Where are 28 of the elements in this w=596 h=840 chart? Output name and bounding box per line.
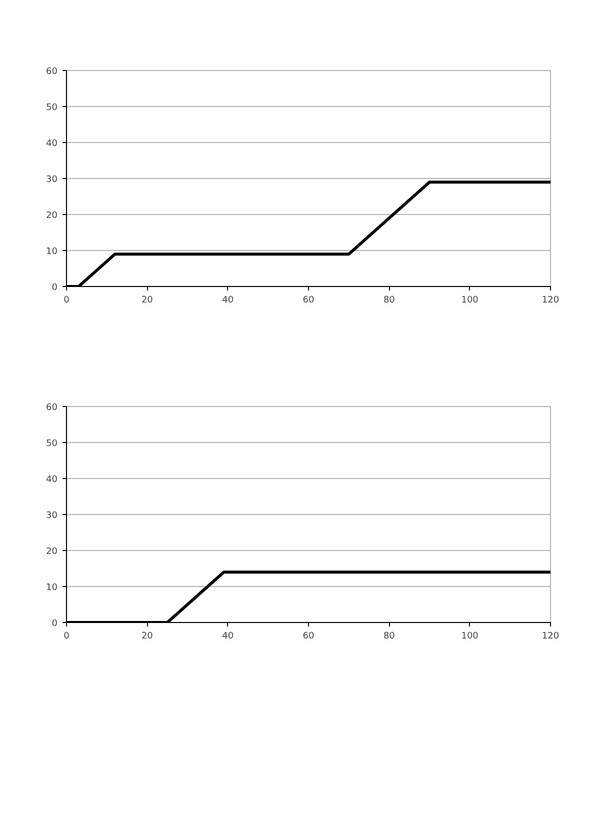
y-tick-label: 10 (46, 247, 58, 257)
x-tick-label: 40 (222, 296, 234, 306)
x-tick-label: 80 (383, 296, 396, 306)
x-tick-label: 120 (542, 632, 560, 642)
y-tick-label: 60 (46, 67, 58, 77)
x-tick-label: 40 (222, 632, 234, 642)
x-tick-label: 20 (141, 296, 154, 306)
x-tick-label: 100 (461, 296, 479, 306)
x-tick-label: 60 (302, 296, 314, 306)
x-tick-label: 0 (64, 632, 70, 642)
y-tick-label: 0 (52, 619, 58, 629)
y-tick-label: 50 (46, 439, 58, 449)
x-tick-label: 0 (64, 296, 70, 306)
y-tick-label: 40 (46, 475, 58, 485)
x-tick-label: 80 (383, 632, 396, 642)
y-tick-label: 60 (46, 403, 58, 413)
y-tick-label: 20 (46, 547, 58, 557)
y-tick-label: 30 (46, 175, 58, 185)
y-tick-label: 50 (46, 103, 58, 113)
y-tick-label: 30 (46, 511, 58, 521)
y-tick-label: 10 (46, 583, 58, 593)
x-tick-label: 120 (542, 296, 560, 306)
y-tick-label: 0 (52, 283, 58, 293)
y-tick-label: 20 (46, 211, 58, 221)
y-tick-label: 40 (46, 139, 58, 149)
x-tick-label: 20 (141, 632, 154, 642)
x-tick-label: 100 (461, 632, 479, 642)
x-tick-label: 60 (302, 632, 314, 642)
